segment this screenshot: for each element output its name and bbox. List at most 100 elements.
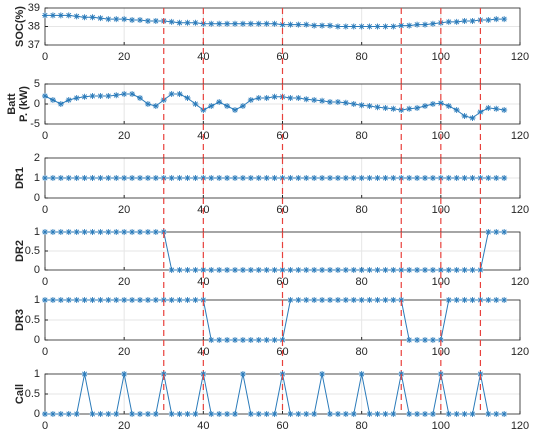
data-marker (334, 411, 341, 417)
data-marker (129, 411, 136, 417)
data-marker (168, 175, 175, 181)
data-marker (216, 411, 223, 417)
data-marker (113, 411, 120, 417)
x-tick-label: 0 (42, 130, 48, 142)
data-marker (129, 297, 136, 303)
data-marker (287, 95, 294, 101)
data-marker (49, 12, 56, 19)
data-marker (255, 175, 262, 181)
data-marker (342, 411, 349, 417)
data-marker (414, 337, 421, 343)
data-marker (144, 411, 151, 417)
data-marker (303, 297, 310, 303)
data-marker (342, 267, 349, 273)
data-marker (247, 411, 254, 417)
data-marker (49, 175, 56, 181)
x-tick-label: 0 (42, 276, 48, 288)
data-marker (414, 21, 421, 28)
data-marker (73, 297, 80, 303)
data-marker (271, 337, 278, 343)
data-marker (382, 267, 389, 273)
data-marker (414, 411, 421, 417)
data-marker (287, 267, 294, 273)
data-marker (129, 91, 136, 97)
data-marker (374, 267, 381, 273)
data-marker (453, 107, 460, 113)
data-marker (453, 297, 460, 303)
data-marker (255, 95, 262, 101)
x-tick-label: 0 (42, 420, 48, 432)
data-marker (295, 297, 302, 303)
data-marker (200, 267, 207, 273)
data-marker (184, 267, 191, 273)
data-marker (208, 103, 215, 109)
data-marker (366, 175, 373, 181)
data-marker (342, 297, 349, 303)
data-marker (319, 267, 326, 273)
data-marker (303, 267, 310, 273)
data-marker (453, 411, 460, 417)
data-marker (81, 297, 88, 303)
data-marker (501, 175, 508, 181)
x-tick-label: 60 (276, 51, 288, 63)
data-marker (295, 411, 302, 417)
data-marker (350, 175, 357, 181)
data-marker (42, 411, 48, 417)
data-marker (390, 411, 397, 417)
data-marker (437, 100, 444, 107)
data-marker (311, 97, 318, 103)
data-marker (350, 101, 357, 107)
data-marker (406, 337, 413, 343)
data-marker (390, 297, 397, 303)
data-marker (390, 105, 397, 112)
data-marker (137, 95, 143, 101)
data-marker (65, 229, 72, 235)
data-marker (192, 297, 199, 303)
data-marker (342, 23, 349, 30)
data-marker (208, 267, 215, 273)
data-marker (342, 99, 349, 106)
data-marker (366, 297, 373, 303)
data-marker (113, 297, 120, 303)
data-marker (81, 93, 88, 100)
x-tick-label: 120 (511, 276, 529, 288)
data-marker (144, 101, 151, 107)
data-marker (263, 267, 270, 273)
data-marker (216, 99, 223, 105)
data-marker (176, 411, 183, 417)
data-marker (263, 175, 270, 181)
data-marker (319, 97, 326, 104)
data-marker (445, 411, 452, 417)
y-tick-label: 0 (34, 334, 40, 346)
data-marker (461, 411, 468, 417)
y-tick-label: 1 (34, 368, 40, 380)
data-marker (311, 175, 318, 181)
data-marker (374, 175, 381, 181)
data-marker (105, 229, 112, 235)
data-marker (208, 337, 215, 343)
data-marker (73, 411, 80, 417)
data-marker (247, 267, 254, 273)
data-marker (382, 297, 389, 303)
data-marker (247, 175, 254, 181)
x-tick-label: 80 (356, 130, 368, 142)
data-marker (493, 411, 500, 417)
data-marker (445, 297, 452, 303)
x-tick-label: 20 (118, 51, 130, 63)
data-marker (97, 93, 104, 99)
data-marker (239, 371, 246, 377)
data-marker (57, 229, 64, 235)
data-marker (232, 411, 238, 417)
data-marker (366, 411, 373, 417)
data-marker (501, 16, 508, 23)
data-marker (152, 411, 159, 417)
data-marker (469, 297, 476, 303)
data-marker (239, 20, 246, 27)
data-marker (89, 411, 96, 417)
data-marker (263, 411, 270, 417)
data-marker (414, 175, 421, 181)
y-tick-label: 0.5 (25, 388, 40, 400)
data-marker (42, 175, 48, 181)
data-marker (469, 115, 476, 121)
